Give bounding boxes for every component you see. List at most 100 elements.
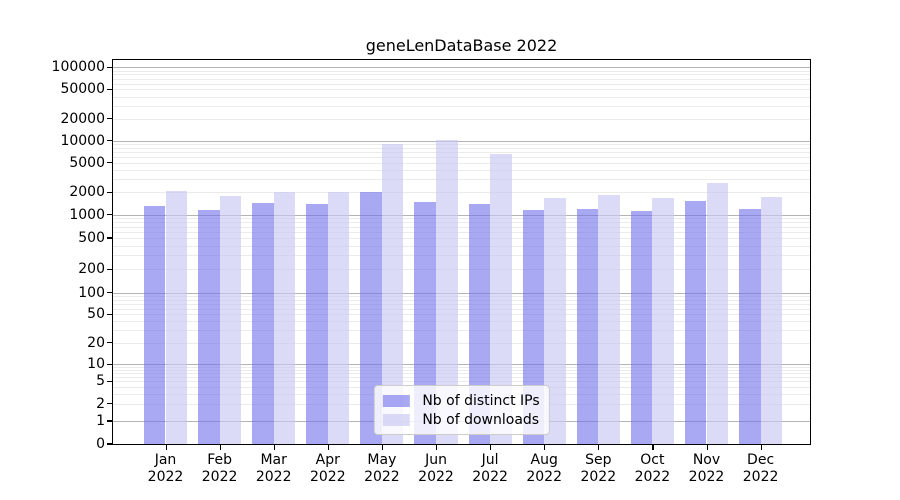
legend-swatch-distinct-ips bbox=[382, 394, 410, 407]
minor-gridline bbox=[113, 314, 810, 316]
minor-gridline bbox=[113, 303, 810, 305]
x-tick-label: Jun 2022 bbox=[404, 452, 468, 485]
major-gridline bbox=[113, 214, 810, 216]
minor-gridline bbox=[113, 162, 810, 164]
y-tick-mark bbox=[107, 342, 113, 344]
y-tick-label: 50000 bbox=[60, 81, 105, 98]
y-tick-mark bbox=[107, 88, 113, 90]
y-tick-label: 10000 bbox=[60, 132, 105, 149]
y-tick-mark bbox=[107, 403, 113, 405]
x-tick-mark bbox=[490, 445, 492, 450]
x-tick-month: Sep bbox=[585, 452, 612, 468]
y-tick-mark bbox=[107, 313, 113, 315]
x-tick-label: Dec 2022 bbox=[729, 452, 793, 485]
minor-gridline bbox=[113, 269, 810, 271]
minor-gridline bbox=[113, 231, 810, 233]
y-tick-label: 500 bbox=[78, 230, 105, 246]
x-tick-month: Oct bbox=[640, 452, 665, 468]
x-tick-mark bbox=[760, 445, 762, 450]
minor-gridline bbox=[113, 83, 810, 85]
y-tick-label: 10 bbox=[87, 356, 105, 373]
bar-distinct-ips-apr bbox=[306, 203, 328, 444]
bar-distinct-ips-jul bbox=[468, 203, 491, 444]
legend: Nb of distinct IPs Nb of downloads bbox=[373, 385, 550, 435]
x-tick-label: Jul 2022 bbox=[458, 452, 522, 485]
x-tick-mark bbox=[544, 445, 546, 450]
x-tick-mark bbox=[598, 445, 600, 450]
x-tick-month: May bbox=[367, 452, 397, 468]
minor-gridline bbox=[113, 342, 810, 344]
y-tick-mark bbox=[107, 140, 113, 142]
chart-title: geneLenDataBase 2022 bbox=[365, 36, 558, 55]
legend-label-distinct-ips: Nb of distinct IPs bbox=[422, 392, 540, 409]
minor-gridline bbox=[113, 218, 810, 220]
y-tick-label: 2 bbox=[96, 395, 105, 412]
bar-distinct-ips-may bbox=[360, 192, 382, 444]
bar-downloads-apr bbox=[327, 191, 350, 444]
x-tick-mark bbox=[219, 445, 221, 450]
minor-gridline bbox=[113, 144, 810, 146]
y-tick-mark bbox=[107, 443, 113, 445]
minor-gridline bbox=[113, 152, 810, 154]
x-tick-mark bbox=[273, 445, 275, 450]
y-tick-mark bbox=[107, 66, 113, 68]
minor-gridline bbox=[113, 78, 810, 80]
minor-gridline bbox=[113, 157, 810, 159]
x-tick-year: 2022 bbox=[147, 468, 184, 485]
x-tick-mark bbox=[706, 445, 708, 450]
x-tick-year: 2022 bbox=[364, 468, 400, 485]
y-tick-mark bbox=[107, 363, 113, 365]
y-tick-label: 200 bbox=[78, 261, 105, 278]
minor-gridline bbox=[113, 381, 810, 383]
x-tick-month: Dec bbox=[747, 452, 775, 468]
x-tick-month: Jan bbox=[154, 452, 177, 468]
minor-gridline bbox=[113, 170, 810, 172]
x-tick-mark bbox=[436, 445, 438, 450]
x-tick-mark bbox=[165, 445, 167, 450]
x-tick-year: 2022 bbox=[526, 468, 562, 485]
major-gridline bbox=[113, 292, 810, 294]
minor-gridline bbox=[113, 89, 810, 91]
bar-distinct-ips-feb bbox=[198, 209, 220, 444]
bar-distinct-ips-sep bbox=[576, 209, 599, 444]
legend-item-downloads: Nb of downloads bbox=[382, 410, 539, 429]
x-tick-label: Jan 2022 bbox=[134, 452, 198, 485]
minor-gridline bbox=[113, 192, 810, 194]
x-tick-month: Aug bbox=[530, 452, 558, 468]
bar-distinct-ips-nov bbox=[684, 201, 707, 444]
y-tick-mark bbox=[107, 191, 113, 193]
x-tick-label: Sep 2022 bbox=[566, 452, 630, 485]
bar-downloads-jul bbox=[490, 153, 512, 444]
x-tick-year: 2022 bbox=[418, 468, 454, 485]
x-tick-mark bbox=[327, 445, 329, 450]
x-tick-label: Apr 2022 bbox=[296, 452, 360, 485]
minor-gridline bbox=[113, 321, 810, 323]
y-tick-mark bbox=[107, 162, 113, 164]
bar-distinct-ips-dec bbox=[739, 208, 761, 444]
x-tick-year: 2022 bbox=[255, 468, 292, 485]
x-tick-month: Jul bbox=[481, 452, 499, 468]
y-tick-mark bbox=[107, 237, 113, 239]
major-gridline bbox=[113, 67, 810, 69]
legend-item-distinct-ips: Nb of distinct IPs bbox=[382, 391, 540, 410]
minor-gridline bbox=[113, 296, 810, 297]
legend-swatch-downloads bbox=[382, 413, 410, 426]
x-tick-month: Apr bbox=[315, 452, 340, 468]
y-tick-mark bbox=[107, 420, 113, 422]
minor-gridline bbox=[113, 369, 810, 371]
bar-downloads-jan bbox=[165, 190, 188, 444]
y-tick-label: 20 bbox=[87, 334, 105, 351]
x-tick-year: 2022 bbox=[309, 468, 346, 485]
minor-gridline bbox=[113, 74, 810, 76]
bar-downloads-nov bbox=[706, 183, 729, 444]
minor-gridline bbox=[113, 245, 810, 247]
x-tick-month: Mar bbox=[260, 452, 287, 468]
y-tick-label: 5000 bbox=[69, 154, 105, 171]
bar-downloads-aug bbox=[544, 197, 566, 444]
minor-gridline bbox=[113, 179, 810, 181]
minor-gridline bbox=[113, 238, 810, 239]
x-tick-year: 2022 bbox=[580, 468, 617, 485]
y-tick-label: 0 bbox=[96, 436, 105, 452]
x-tick-month: Nov bbox=[692, 452, 721, 468]
